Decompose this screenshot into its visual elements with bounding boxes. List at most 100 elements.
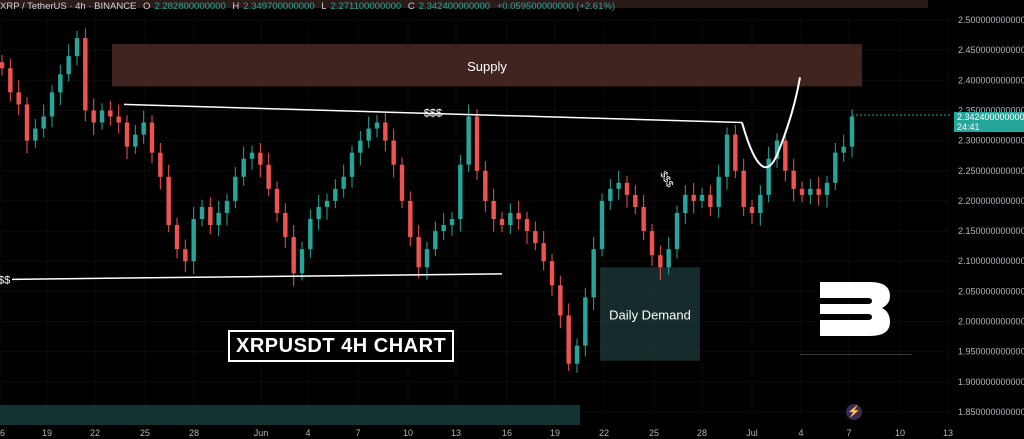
change-value: +0.059500000000 (+2.61%) xyxy=(496,1,615,12)
candle-body xyxy=(374,122,380,129)
candle-body xyxy=(283,212,288,238)
candle-body xyxy=(66,56,71,75)
x-tick-label: 28 xyxy=(189,428,199,438)
candle-body xyxy=(408,200,413,238)
y-tick-label: 1.850000000000 xyxy=(958,407,1024,417)
candle-body xyxy=(741,170,746,207)
candle-body xyxy=(616,182,621,189)
time-axis[interactable]: 16 19 22 25 28 Jun 4 7 10 13 16 19 22 25 28 Jul 4 7 10 13 xyxy=(0,428,953,438)
support-trendline xyxy=(11,273,503,281)
y-tick-label: 2.050000000000 xyxy=(958,286,1024,296)
candle-body xyxy=(399,164,405,201)
candle-body xyxy=(624,182,630,195)
candle-body xyxy=(691,194,696,201)
candle-body xyxy=(149,122,155,153)
candle-body xyxy=(108,110,113,117)
candle-body xyxy=(791,170,796,189)
candle-body xyxy=(299,249,305,274)
low-value: 2.271100000000 xyxy=(330,1,402,12)
candle-body xyxy=(224,200,230,213)
candle-body xyxy=(816,188,821,195)
candle-body xyxy=(333,188,338,201)
candle-body xyxy=(766,158,771,195)
x-tick-label: 13 xyxy=(943,428,953,438)
candle-body xyxy=(433,231,438,250)
candle-body xyxy=(141,122,146,135)
lightning-icon[interactable]: ⚡ xyxy=(846,404,862,420)
symbol-label[interactable]: XRP / TetherUS · 4h · BINANCE xyxy=(0,1,137,12)
candle-body xyxy=(774,140,780,159)
candle-body xyxy=(449,219,455,226)
candle-body xyxy=(724,134,730,177)
candle-body xyxy=(533,231,538,244)
candle-body xyxy=(591,249,596,298)
candle-body xyxy=(708,194,713,207)
candle-body xyxy=(8,68,13,93)
b-logo-icon xyxy=(820,282,890,336)
candle-body xyxy=(233,176,238,201)
low-label: L xyxy=(321,1,327,12)
candle-body xyxy=(83,38,88,111)
x-tick-label: 13 xyxy=(451,428,461,438)
candle-body xyxy=(91,110,96,123)
y-tick-label: 1.950000000000 xyxy=(958,347,1024,357)
last-price: 2.342400000000 xyxy=(957,112,1024,122)
candle-body xyxy=(74,38,80,57)
candle-body xyxy=(166,176,171,226)
candle-body xyxy=(366,128,371,141)
y-tick-label: 2.500000000000 xyxy=(958,15,1024,25)
candles xyxy=(0,28,855,373)
chart-title-box: XRPUSDT 4H CHART xyxy=(228,330,455,362)
candle-body xyxy=(58,74,63,93)
candle-body xyxy=(341,176,346,189)
x-tick-label: Jun xyxy=(254,428,269,438)
x-tick-label: 4 xyxy=(305,428,310,438)
candle-body xyxy=(524,219,530,232)
y-tick-label: 1.900000000000 xyxy=(958,377,1024,387)
candle-body xyxy=(174,225,180,250)
x-tick-label: 7 xyxy=(355,428,360,438)
candle-body xyxy=(808,188,813,195)
open-value: 2.282800000000 xyxy=(154,1,226,12)
resistance-trendline xyxy=(123,103,743,124)
candle-body xyxy=(733,134,738,171)
candle-body xyxy=(99,110,105,123)
candle-body xyxy=(191,219,196,262)
y-tick-label: 2.300000000000 xyxy=(958,136,1024,146)
candle-body xyxy=(641,206,646,232)
supply-label: Supply xyxy=(467,59,507,74)
top-band xyxy=(0,0,928,8)
high-value: 2.349700000000 xyxy=(243,1,315,12)
divider xyxy=(800,354,912,355)
candle-body xyxy=(383,122,388,141)
candle-body xyxy=(758,194,763,213)
candle-body xyxy=(599,200,605,250)
high-label: H xyxy=(232,1,240,12)
x-tick-label: 10 xyxy=(895,428,905,438)
candle-body xyxy=(499,219,505,226)
candle-body xyxy=(474,116,480,171)
candle-body xyxy=(683,194,688,213)
candle-body xyxy=(466,116,471,165)
projection-path xyxy=(741,77,801,169)
x-tick-label: 28 xyxy=(697,428,707,438)
y-tick-label: 2.100000000000 xyxy=(958,256,1024,266)
candle-body xyxy=(491,200,496,220)
candle-body xyxy=(158,152,163,177)
candle-body xyxy=(208,206,213,226)
price-axis[interactable]: 2.500000000000 2.450000000000 2.4000000000… xyxy=(958,15,1024,417)
candle-body xyxy=(658,255,663,268)
candle-body xyxy=(841,146,846,153)
x-tick-label: Jul xyxy=(746,428,758,438)
demand-zone xyxy=(600,267,700,361)
candle-body xyxy=(41,116,46,129)
candle-body xyxy=(116,116,121,123)
candle-body xyxy=(324,200,330,207)
candle-body xyxy=(583,297,588,346)
y-tick-label: 2.450000000000 xyxy=(958,45,1024,55)
zones: Supply Daily Demand xyxy=(0,0,928,425)
candle-body xyxy=(316,206,321,220)
candle-body xyxy=(799,188,805,195)
y-tick-label: 2.000000000000 xyxy=(958,317,1024,327)
